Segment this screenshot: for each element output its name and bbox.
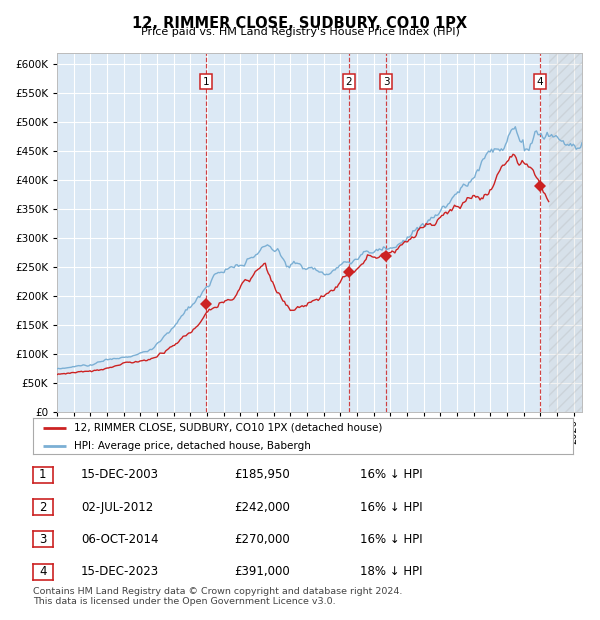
Text: 02-JUL-2012: 02-JUL-2012 [81,501,153,513]
Text: 4: 4 [39,565,47,578]
Text: £270,000: £270,000 [234,533,290,546]
Text: £185,950: £185,950 [234,469,290,481]
Text: 15-DEC-2003: 15-DEC-2003 [81,469,159,481]
Text: £242,000: £242,000 [234,501,290,513]
Text: 1: 1 [39,469,47,481]
Text: 4: 4 [536,77,543,87]
Text: 3: 3 [39,533,47,546]
Text: 16% ↓ HPI: 16% ↓ HPI [360,501,422,513]
Text: 16% ↓ HPI: 16% ↓ HPI [360,533,422,546]
Text: 18% ↓ HPI: 18% ↓ HPI [360,565,422,578]
Text: 12, RIMMER CLOSE, SUDBURY, CO10 1PX (detached house): 12, RIMMER CLOSE, SUDBURY, CO10 1PX (det… [74,423,382,433]
Text: Price paid vs. HM Land Registry's House Price Index (HPI): Price paid vs. HM Land Registry's House … [140,27,460,37]
Text: 12, RIMMER CLOSE, SUDBURY, CO10 1PX: 12, RIMMER CLOSE, SUDBURY, CO10 1PX [133,16,467,30]
Text: 1: 1 [203,77,209,87]
Text: HPI: Average price, detached house, Babergh: HPI: Average price, detached house, Babe… [74,441,310,451]
Text: £391,000: £391,000 [234,565,290,578]
Text: 2: 2 [39,501,47,513]
Bar [548,53,582,412]
Text: 2: 2 [346,77,352,87]
Text: 16% ↓ HPI: 16% ↓ HPI [360,469,422,481]
Text: Contains HM Land Registry data © Crown copyright and database right 2024.
This d: Contains HM Land Registry data © Crown c… [33,587,403,606]
Text: 06-OCT-2014: 06-OCT-2014 [81,533,158,546]
Text: 3: 3 [383,77,389,87]
Text: 15-DEC-2023: 15-DEC-2023 [81,565,159,578]
